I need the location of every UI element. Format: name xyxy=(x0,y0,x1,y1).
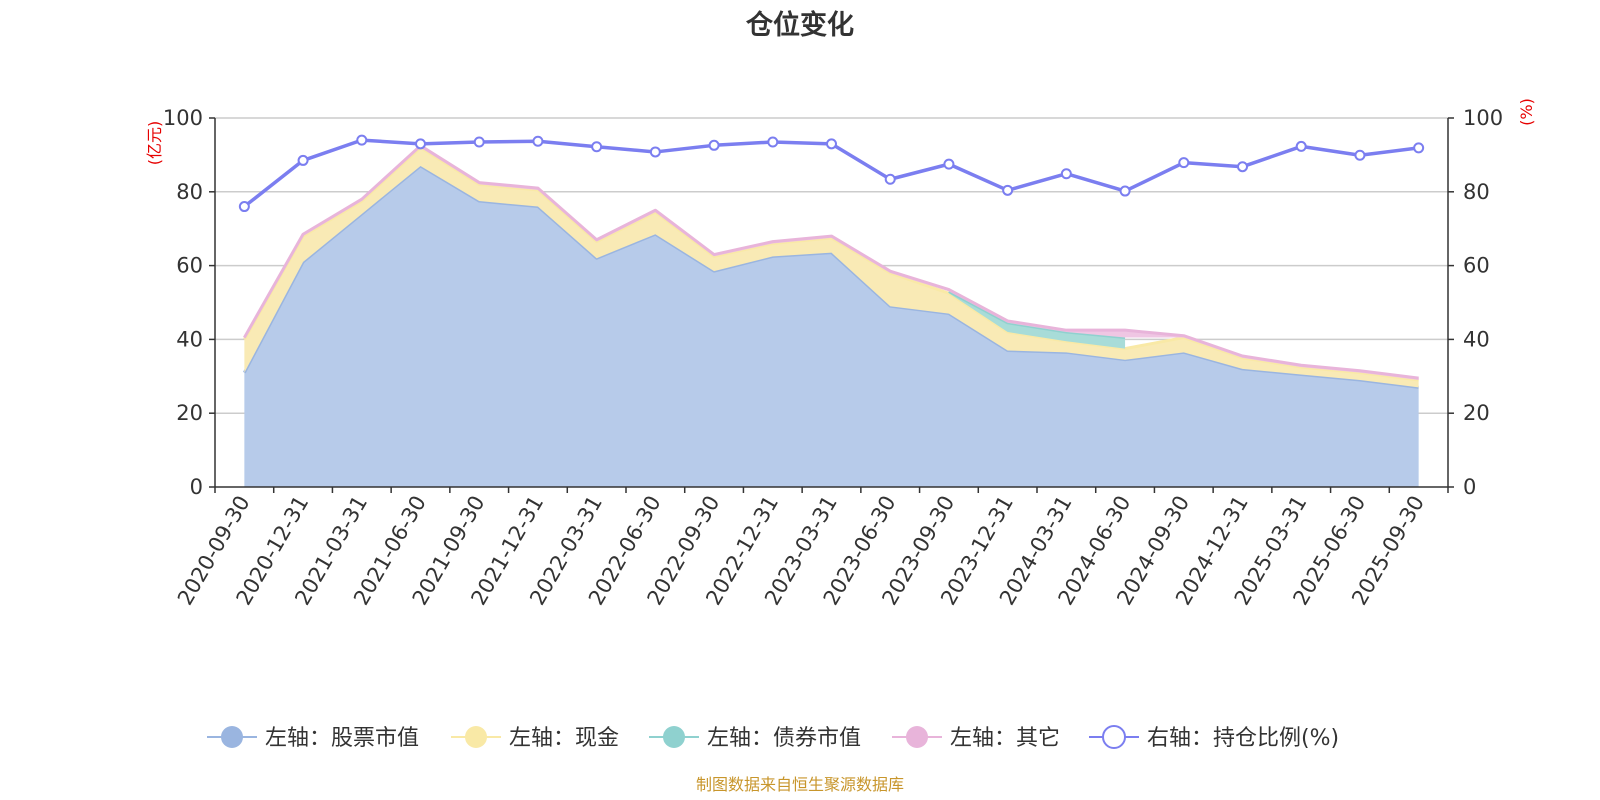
right-axis-tick-label: 20 xyxy=(1463,401,1490,425)
legend-item: 左轴：债券市值 xyxy=(649,726,861,751)
ratio-point xyxy=(1060,168,1072,180)
right-axis-tick-label: 40 xyxy=(1463,327,1490,351)
legend-label: 左轴：其它 xyxy=(950,726,1060,751)
ratio-point xyxy=(1295,140,1307,152)
ratio-point xyxy=(826,138,837,150)
ratio-point xyxy=(591,141,603,153)
ratio-point xyxy=(943,158,955,170)
chart-title: 仓位变化 xyxy=(745,9,854,41)
ratio-point xyxy=(238,201,250,213)
ratio-point xyxy=(767,136,779,148)
area-edge-line xyxy=(243,144,1419,380)
legend-label: 左轴：债券市值 xyxy=(707,726,861,751)
ratio-point xyxy=(415,138,426,150)
ratio-point xyxy=(1413,142,1425,154)
left-axis-tick-label: 0 xyxy=(190,475,203,499)
left-axis-unit: (亿元) xyxy=(145,121,164,166)
ratio-point xyxy=(356,134,368,146)
right-axis-tick-label: 0 xyxy=(1463,475,1476,499)
ratio-point xyxy=(1178,157,1190,169)
area-series xyxy=(243,144,1419,487)
legend-marker xyxy=(906,726,928,748)
legend-marker xyxy=(663,726,685,748)
ratio-point xyxy=(708,139,720,151)
right-axis-tick-label: 100 xyxy=(1463,106,1503,130)
left-axis-tick-label: 20 xyxy=(176,401,203,425)
ratio-point xyxy=(297,154,309,166)
legend: 左轴：股票市值 左轴：现金 左轴：债券市值 左轴：其它 右轴：持仓比例(%) xyxy=(207,725,1339,751)
area-fill xyxy=(244,165,1419,487)
left-axis-tick-label: 60 xyxy=(176,254,203,278)
ratio-point xyxy=(1354,149,1366,161)
left-axis-tick-label: 100 xyxy=(163,106,203,130)
ratio-point xyxy=(649,146,661,158)
ratio-point xyxy=(1002,184,1014,196)
right-axis-tick-label: 80 xyxy=(1463,180,1490,204)
right-axis-tick-label: 60 xyxy=(1463,254,1490,278)
legend-marker xyxy=(221,726,243,748)
ratio-point xyxy=(884,173,896,185)
line-series xyxy=(238,134,1425,213)
legend-item: 左轴：其它 xyxy=(892,726,1060,751)
legend-item: 左轴：现金 xyxy=(451,726,619,751)
legend-marker xyxy=(1102,725,1126,749)
ratio-point xyxy=(532,135,544,147)
legend-marker xyxy=(465,726,487,748)
left-axis-tick-label: 40 xyxy=(176,327,203,351)
right-axis-unit: (%) xyxy=(1517,98,1536,126)
ratio-point xyxy=(473,136,485,148)
ratio-point xyxy=(1119,185,1131,197)
data-source-note: 制图数据来自恒生聚源数据库 xyxy=(696,775,904,794)
ratio-point xyxy=(1237,161,1248,173)
legend-item: 左轴：股票市值 xyxy=(207,726,419,751)
legend-label: 左轴：现金 xyxy=(509,726,619,751)
legend-item: 右轴：持仓比例(%) xyxy=(1089,725,1339,751)
legend-label: 右轴：持仓比例(%) xyxy=(1147,726,1339,751)
left-axis-tick-label: 80 xyxy=(176,180,203,204)
legend-label: 左轴：股票市值 xyxy=(265,726,419,751)
